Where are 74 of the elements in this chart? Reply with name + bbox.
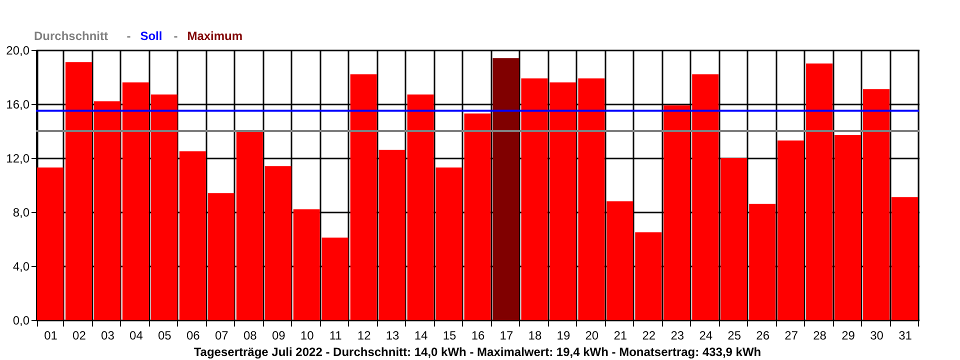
x-tick-label: 07 xyxy=(214,328,229,342)
x-tick-label: 26 xyxy=(756,328,770,342)
bar xyxy=(720,158,748,320)
y-tick-label: 8,0 xyxy=(12,206,30,220)
ref-line-label: Durchschnitt xyxy=(34,29,108,43)
y-tick-label: 0,0 xyxy=(12,314,30,328)
bar xyxy=(863,89,890,320)
x-tick-label: 14 xyxy=(414,328,428,342)
bar xyxy=(778,140,804,320)
bar xyxy=(464,113,491,320)
x-tick-label: 17 xyxy=(500,328,514,342)
bar xyxy=(578,78,605,320)
x-tick-label: 28 xyxy=(813,328,827,342)
bar xyxy=(378,150,406,320)
bar xyxy=(521,78,548,320)
x-tick-label: 16 xyxy=(471,328,485,342)
bar xyxy=(806,64,833,320)
bar xyxy=(293,209,320,320)
bar xyxy=(664,105,690,320)
bar xyxy=(692,74,719,320)
bar xyxy=(179,151,206,320)
x-tick-label: 15 xyxy=(442,328,457,342)
bar xyxy=(550,82,576,320)
x-tick-label: 29 xyxy=(842,328,856,342)
bar xyxy=(264,166,292,320)
x-tick-label: 21 xyxy=(614,328,628,342)
x-tick-label: 03 xyxy=(101,328,115,342)
x-tick-label: 11 xyxy=(329,328,342,342)
y-tick-label: 4,0 xyxy=(12,260,30,274)
x-tick-label: 25 xyxy=(728,328,742,342)
bar xyxy=(122,82,149,320)
bar xyxy=(892,197,918,320)
x-tick-label: 30 xyxy=(870,328,884,342)
x-tick-label: 27 xyxy=(784,328,798,342)
x-tick-label: 18 xyxy=(528,328,542,342)
x-tick-label: 06 xyxy=(186,328,200,342)
bar xyxy=(322,238,348,320)
x-tick-label: 10 xyxy=(300,328,314,342)
bar xyxy=(749,204,776,320)
bar xyxy=(635,232,662,320)
x-tick-label: 02 xyxy=(72,328,86,342)
x-tick-label: 19 xyxy=(556,328,570,342)
y-tick-label: 12,0 xyxy=(6,152,30,166)
x-tick-label: 09 xyxy=(272,328,286,342)
ref-line-label: Soll xyxy=(140,29,162,43)
bar xyxy=(150,94,178,320)
y-tick-label: 16,0 xyxy=(6,98,30,112)
bar xyxy=(65,62,92,320)
x-tick-label: 23 xyxy=(670,328,684,342)
bar xyxy=(436,167,462,320)
x-tick-label: 31 xyxy=(898,328,912,342)
x-tick-label: 22 xyxy=(642,328,656,342)
x-tick-label: 05 xyxy=(158,328,172,342)
text: - xyxy=(174,29,178,43)
x-tick-label: 01 xyxy=(44,328,58,342)
x-tick-label: 12 xyxy=(357,328,372,342)
bar xyxy=(236,131,263,320)
bar xyxy=(834,135,862,320)
legend-title: - xyxy=(126,29,131,43)
bar xyxy=(350,74,377,320)
text: Maximum xyxy=(187,29,243,43)
x-tick-label: 04 xyxy=(130,328,144,342)
x-tick-label: 24 xyxy=(699,328,713,342)
bar xyxy=(94,101,120,320)
x-tick-label: 13 xyxy=(386,328,400,342)
bar xyxy=(407,94,434,320)
text: Tageserträge Juli 2022 - Durchschnitt: 14,0 kWh - Maximalwert: 19,4 kWh - Monatsertrag: 433,9 kWh xyxy=(194,345,762,359)
bar xyxy=(36,167,64,320)
bar xyxy=(492,58,520,320)
x-tick-label: 08 xyxy=(243,328,258,342)
y-tick-label: 20,0 xyxy=(6,44,30,58)
bar xyxy=(606,201,634,320)
x-tick-label: 20 xyxy=(585,328,599,342)
bar xyxy=(208,193,234,320)
